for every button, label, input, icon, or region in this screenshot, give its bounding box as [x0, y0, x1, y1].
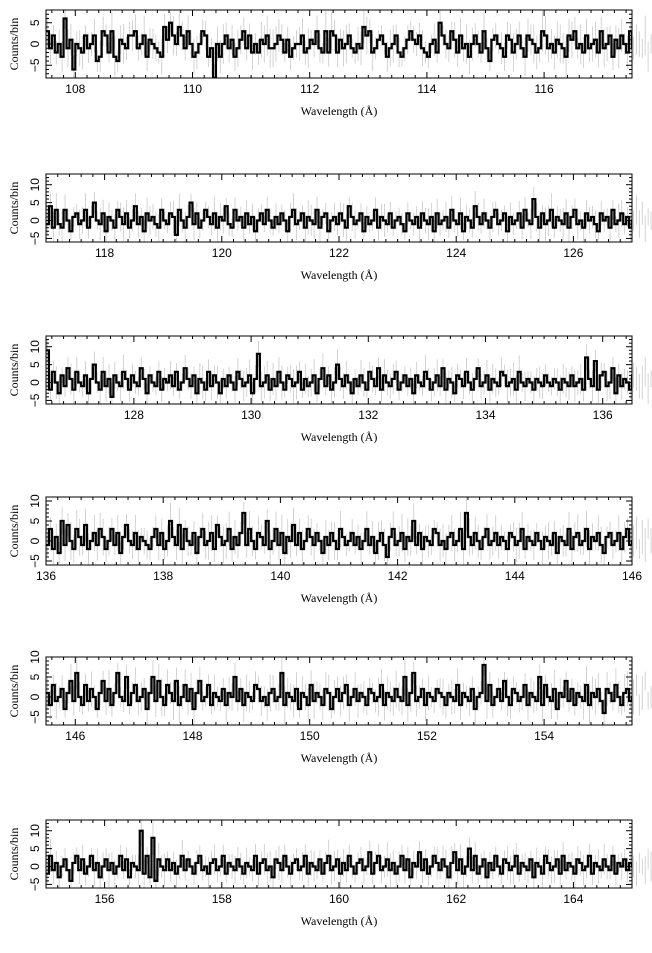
y-tick-label: 5	[28, 19, 42, 26]
x-tick-label: 142	[388, 569, 408, 583]
x-tick-label: 122	[329, 246, 349, 260]
x-axis-title: Wavelength (Å)	[301, 914, 378, 928]
x-tick-label: 150	[300, 729, 320, 743]
x-tick-label: 148	[182, 729, 202, 743]
error-bars	[47, 497, 652, 565]
x-tick-label: 126	[563, 246, 583, 260]
plot-frame	[45, 656, 633, 726]
histogram-line	[46, 829, 632, 882]
y-axis-title: Counts/bin	[7, 182, 21, 235]
y-tick-label: 10	[28, 494, 42, 508]
x-tick-label: 108	[65, 82, 85, 96]
x-tick-label: 140	[270, 569, 290, 583]
y-axis-title: Counts/bin	[7, 18, 21, 71]
y-tick-label: 5	[28, 517, 42, 524]
x-tick-label: 146	[622, 569, 642, 583]
histogram-line	[46, 197, 632, 236]
x-tick-label: 158	[212, 892, 232, 906]
x-tick-label: 144	[505, 569, 525, 583]
histogram-line	[46, 663, 632, 715]
y-tick-label: 5	[28, 199, 42, 206]
y-tick-label: 10	[28, 178, 42, 192]
y-tick-label: −5	[28, 58, 42, 72]
x-axis-title: Wavelength (Å)	[301, 268, 378, 282]
x-tick-label: 120	[212, 246, 232, 260]
y-tick-label: 0	[28, 537, 42, 544]
panel-1: 108 110 112 114 116 −5 0 5 Wavelength (Å) Counts/…	[7, 9, 652, 118]
y-axis-title: Counts/bin	[7, 665, 21, 718]
histogram-line	[46, 511, 632, 559]
x-tick-label: 130	[241, 408, 261, 422]
y-tick-label: 0	[28, 863, 42, 870]
y-tick-label: 10	[28, 650, 42, 664]
panel-5: 146 148 150 152 154 −5 0 5 10 Wavelength (Å) Count…	[7, 650, 652, 765]
plot-frame	[45, 335, 633, 405]
x-tick-label: 138	[153, 569, 173, 583]
y-axis-title: Counts/bin	[7, 505, 21, 558]
x-axis-title: Wavelength (Å)	[301, 430, 378, 444]
y-tick-label: 0	[28, 40, 42, 47]
x-tick-label: 164	[563, 892, 583, 906]
x-tick-label: 156	[95, 892, 115, 906]
y-tick-label: 5	[28, 361, 42, 368]
x-tick-label: 136	[36, 569, 56, 583]
x-tick-label: 134	[475, 408, 495, 422]
error-bars	[47, 657, 652, 725]
x-tick-label: 110	[183, 82, 202, 96]
y-axis-title: Counts/bin	[7, 344, 21, 397]
y-tick-label: −5	[28, 393, 42, 407]
x-tick-label: 162	[446, 892, 466, 906]
plot-frame	[45, 819, 633, 889]
y-tick-label: 10	[28, 340, 42, 354]
x-tick-label: 116	[535, 82, 554, 96]
x-tick-label: 118	[95, 246, 114, 260]
x-axis-title: Wavelength (Å)	[301, 104, 378, 118]
x-tick-label: 114	[417, 82, 436, 96]
panel-6: 156 158 160 162 164 −5 0 5 10 Wavelength (Å) Count…	[7, 819, 652, 928]
x-tick-label: 160	[329, 892, 349, 906]
x-tick-label: 112	[300, 82, 319, 96]
x-tick-label: 124	[446, 246, 466, 260]
y-tick-label: 0	[28, 379, 42, 386]
x-axis-title: Wavelength (Å)	[301, 591, 378, 605]
x-tick-label: 154	[534, 729, 554, 743]
panel-4: 136 138 140 142 144 146 −5 0 5 10 Wavelength (Å) Co…	[7, 494, 652, 605]
y-tick-label: −5	[28, 877, 42, 891]
y-tick-label: 5	[28, 673, 42, 680]
x-tick-label: 128	[124, 408, 144, 422]
x-tick-label: 136	[593, 408, 613, 422]
x-tick-label: 146	[65, 729, 85, 743]
histogram-line	[46, 17, 632, 78]
y-tick-label: 10	[28, 824, 42, 838]
y-axis-title: Counts/bin	[7, 828, 21, 881]
panel-3: 128 130 132 134 136 −5 0 5 10 Wavelength (Å) Count…	[7, 335, 652, 444]
y-tick-label: −5	[28, 554, 42, 568]
y-tick-label: 0	[28, 693, 42, 700]
x-tick-label: 132	[358, 408, 378, 422]
y-tick-label: −5	[28, 710, 42, 724]
y-tick-label: 5	[28, 845, 42, 852]
x-axis-title: Wavelength (Å)	[301, 751, 378, 765]
error-bars	[47, 820, 652, 888]
panel-2: 118 120 122 124 126 −5 0 5 10 Wavelength (Å) Count…	[7, 173, 652, 282]
x-tick-label: 152	[417, 729, 437, 743]
y-tick-label: −5	[28, 231, 42, 245]
y-tick-label: 0	[28, 217, 42, 224]
